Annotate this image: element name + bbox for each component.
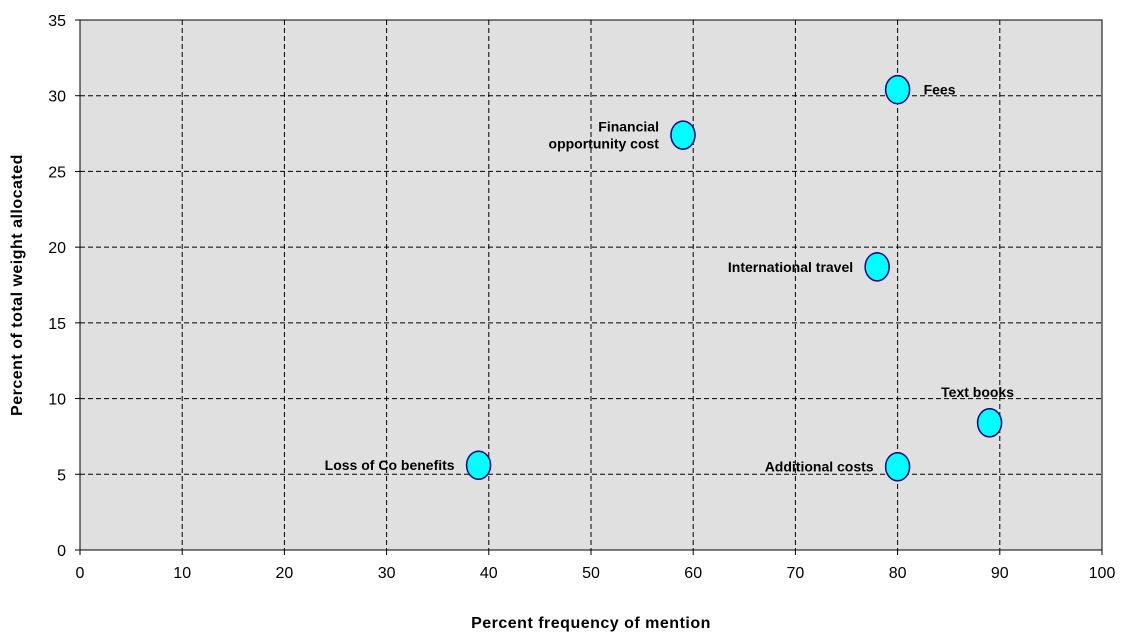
y-tick-label: 15	[48, 316, 66, 333]
point-label-line: Loss of Co benefits	[325, 457, 455, 473]
data-point	[864, 252, 890, 282]
point-label-line: Financial	[598, 119, 659, 135]
x-axis-title: Percent frequency of mention	[471, 615, 711, 632]
data-point	[976, 408, 1003, 438]
point-label: Text books	[941, 384, 1014, 400]
point-label-line: Fees	[924, 82, 956, 98]
point-label: Financial opportunity cost	[549, 119, 660, 152]
data-point	[884, 451, 911, 482]
data-point	[884, 74, 911, 105]
x-tick-label: 10	[173, 565, 191, 582]
y-tick-label: 25	[48, 164, 66, 181]
tick-labels: 0 10 20 30 40 50 60 70 80 90 100 0 5 10 15 20 25 30 35	[48, 13, 1115, 582]
y-tick-label: 5	[57, 467, 66, 484]
x-tick-label: 60	[684, 565, 702, 582]
point-label-line: Text books	[941, 384, 1014, 400]
y-tick-label: 10	[48, 392, 66, 409]
x-tick-label: 70	[787, 565, 805, 582]
grid-lines	[75, 19, 1103, 555]
y-tick-label: 30	[48, 89, 66, 106]
point-label-line: Additional costs	[765, 459, 874, 475]
x-tick-label: 50	[582, 565, 600, 582]
point-label-line: International travel	[728, 259, 853, 275]
point-label: Additional costs	[765, 459, 874, 475]
data-point	[670, 120, 696, 150]
x-tick-label: 100	[1089, 565, 1116, 582]
x-tick-label: 90	[991, 565, 1009, 582]
point-label: Loss of Co benefits	[325, 457, 455, 473]
point-labels: Fees Financial opportunity cost Internation…	[325, 82, 1015, 475]
y-tick-label: 20	[48, 240, 66, 257]
y-tick-label: 35	[48, 13, 66, 30]
x-tick-label: 40	[480, 565, 498, 582]
x-tick-label: 80	[889, 565, 907, 582]
point-label: Fees	[924, 82, 956, 98]
x-tick-label: 20	[276, 565, 294, 582]
y-axis-title: Percent of total weight allocated	[9, 154, 26, 416]
x-tick-label: 30	[378, 565, 396, 582]
data-points	[465, 74, 1003, 482]
data-point	[465, 450, 492, 480]
x-tick-label: 0	[76, 565, 85, 582]
point-label-line: opportunity cost	[549, 136, 660, 152]
plot-border	[79, 19, 1103, 551]
y-tick-label: 0	[57, 543, 66, 560]
point-label: International travel	[728, 259, 853, 275]
